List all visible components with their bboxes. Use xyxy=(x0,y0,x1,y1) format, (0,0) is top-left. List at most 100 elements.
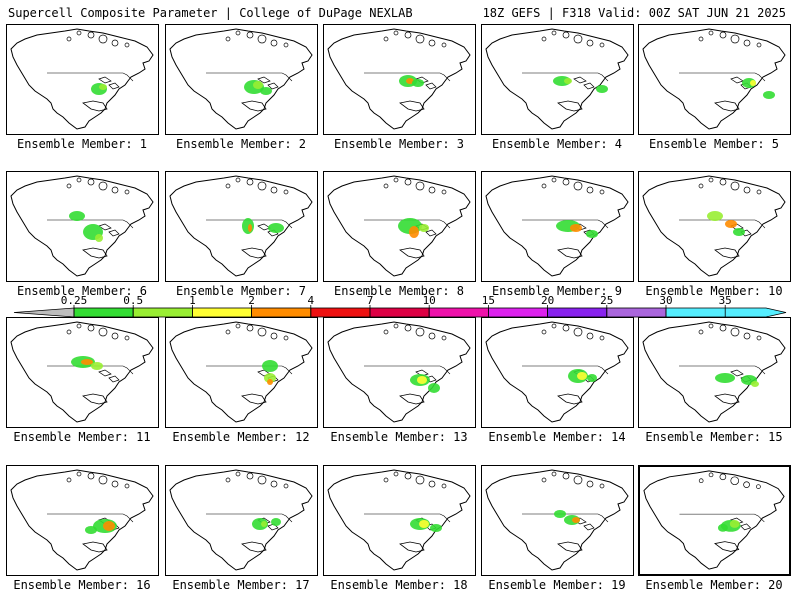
island-outline xyxy=(66,183,72,189)
scp-contour xyxy=(577,372,587,380)
island-outline xyxy=(599,189,605,195)
scp-contour xyxy=(412,79,424,87)
island-outline xyxy=(708,177,714,183)
ensemble-map-panel-19[interactable] xyxy=(481,465,634,576)
colorbar-segment xyxy=(310,307,371,318)
island-outline xyxy=(225,477,231,483)
ensemble-map-panel-14[interactable] xyxy=(481,317,634,428)
island-outline xyxy=(270,480,278,488)
island-outline xyxy=(124,189,130,195)
island-outline xyxy=(551,177,557,183)
ensemble-map-panel-18[interactable] xyxy=(323,465,476,576)
colorbar-segment xyxy=(132,307,193,318)
island-outline xyxy=(124,335,130,341)
island-outline xyxy=(730,476,740,486)
scp-contour xyxy=(733,228,745,236)
ensemble-map-panel-7[interactable] xyxy=(165,171,318,282)
ensemble-member-label: Ensemble Member: 17 xyxy=(172,578,310,592)
island-outline xyxy=(586,186,594,194)
island-outline xyxy=(393,177,399,183)
country-border xyxy=(364,513,451,523)
island-outline xyxy=(246,31,254,39)
island-outline xyxy=(541,329,547,335)
scp-contour xyxy=(99,84,107,90)
island-outline xyxy=(708,30,714,36)
scp-contour xyxy=(260,87,272,95)
island-outline xyxy=(393,30,399,36)
island-outline xyxy=(708,323,714,329)
ensemble-map-panel-3[interactable] xyxy=(323,24,476,135)
island-outline xyxy=(730,327,740,337)
ensemble-map-panel-13[interactable] xyxy=(323,317,476,428)
island-outline xyxy=(283,42,289,48)
island-outline xyxy=(698,183,704,189)
coastline xyxy=(169,469,313,571)
map-canvas xyxy=(643,470,785,570)
scp-contour xyxy=(91,362,103,370)
scp-contour xyxy=(85,526,97,534)
scp-contour xyxy=(750,80,756,86)
island-outline xyxy=(599,483,605,489)
island-outline xyxy=(756,484,761,489)
product-title: Supercell Composite Parameter | College … xyxy=(8,6,413,20)
island-outline xyxy=(87,472,95,480)
ensemble-map-panel-1[interactable] xyxy=(6,24,159,135)
ensemble-map-panel-9[interactable] xyxy=(481,171,634,282)
ensemble-map-panel-5[interactable] xyxy=(638,24,791,135)
scp-contour xyxy=(419,520,429,528)
island-outline xyxy=(756,42,762,48)
ensemble-member-label: Ensemble Member: 11 xyxy=(13,430,151,444)
ensemble-map-panel-15[interactable] xyxy=(638,317,791,428)
coastline xyxy=(10,469,154,571)
map-canvas xyxy=(485,28,629,130)
ensemble-map-panel-16[interactable] xyxy=(6,465,159,576)
gulf-outline xyxy=(241,393,267,405)
ensemble-map-panel-2[interactable] xyxy=(165,24,318,135)
island-outline xyxy=(730,181,740,191)
scp-contour xyxy=(409,226,419,238)
ensemble-map-panel-12[interactable] xyxy=(165,317,318,428)
island-outline xyxy=(87,31,95,39)
country-border xyxy=(679,513,765,523)
ensemble-member-label: Ensemble Member: 6 xyxy=(16,284,148,298)
island-outline xyxy=(719,473,727,481)
great-lakes xyxy=(98,76,120,90)
scp-contour xyxy=(751,381,759,387)
scp-contour xyxy=(419,224,429,232)
island-outline xyxy=(562,324,570,332)
scp-contour xyxy=(268,223,284,233)
island-outline xyxy=(246,178,254,186)
ensemble-map-panel-11[interactable] xyxy=(6,317,159,428)
island-outline xyxy=(719,178,727,186)
ensemble-map-panel-6[interactable] xyxy=(6,171,159,282)
island-outline xyxy=(111,480,119,488)
gulf-outline xyxy=(82,393,108,405)
gulf-outline xyxy=(241,247,267,259)
island-outline xyxy=(257,181,267,191)
island-outline xyxy=(551,323,557,329)
ensemble-map-panel-10[interactable] xyxy=(638,171,791,282)
coastline xyxy=(327,321,471,423)
island-outline xyxy=(698,329,704,335)
country-border xyxy=(522,365,609,375)
country-border xyxy=(47,72,134,82)
colorbar-segment xyxy=(251,307,312,318)
ensemble-map-panel-8[interactable] xyxy=(323,171,476,282)
island-outline xyxy=(730,34,740,44)
scp-contour xyxy=(253,81,263,89)
colorbar-segment xyxy=(487,307,548,318)
ensemble-member-label: Ensemble Member: 20 xyxy=(645,578,783,592)
island-outline xyxy=(562,472,570,480)
scp-contour xyxy=(81,359,93,365)
scp-contour xyxy=(725,220,737,228)
map-canvas xyxy=(10,469,154,571)
coastline xyxy=(10,175,154,277)
island-outline xyxy=(415,327,425,337)
ensemble-map-panel-20[interactable] xyxy=(638,465,791,576)
ensemble-member-label: Ensemble Member: 12 xyxy=(172,430,310,444)
ensemble-map-panel-17[interactable] xyxy=(165,465,318,576)
island-outline xyxy=(283,483,289,489)
ensemble-map-panel-4[interactable] xyxy=(481,24,634,135)
island-outline xyxy=(428,39,436,47)
map-canvas xyxy=(10,175,154,277)
